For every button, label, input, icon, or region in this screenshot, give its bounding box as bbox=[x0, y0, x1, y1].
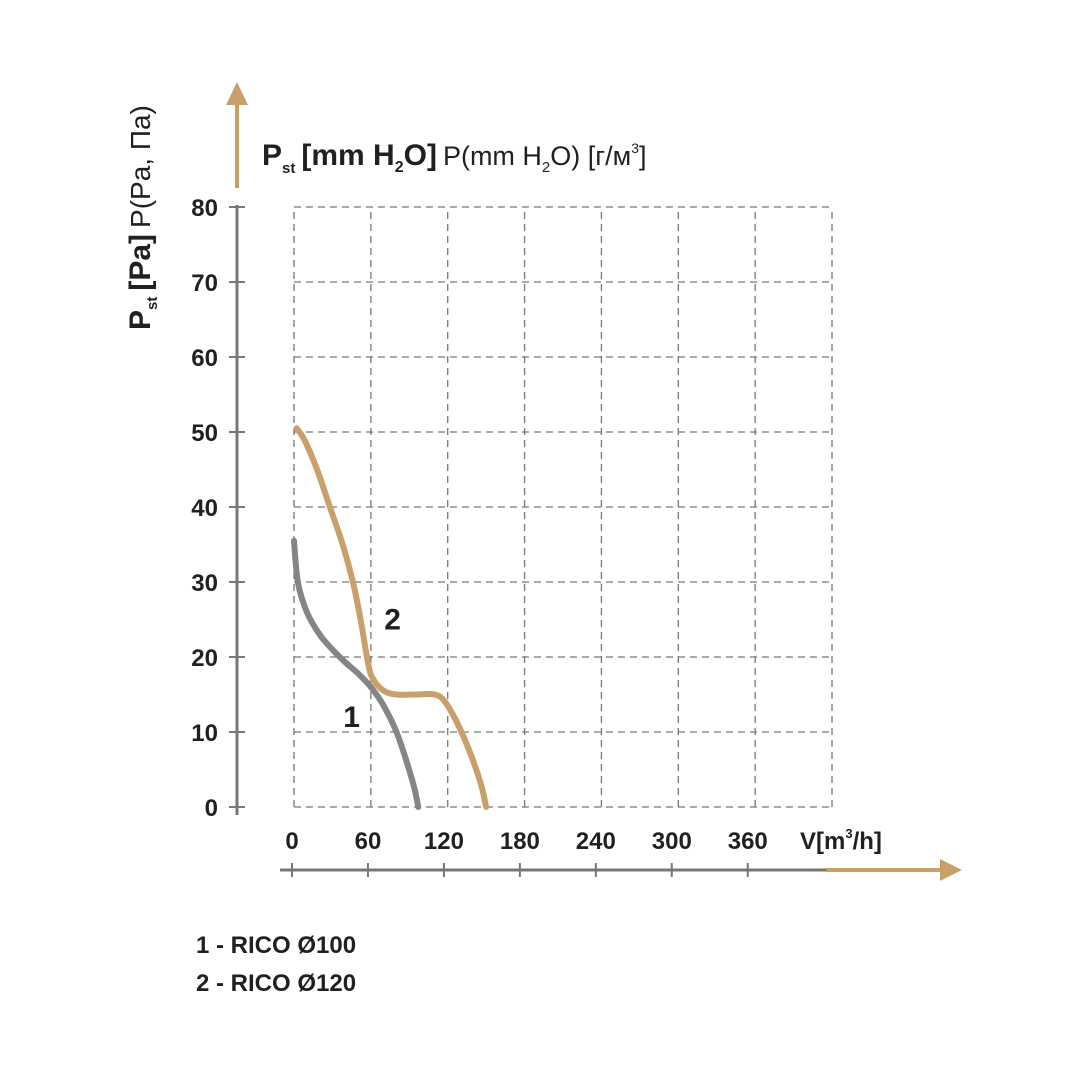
grid bbox=[293, 206, 833, 808]
y-tick-label: 80 bbox=[191, 195, 218, 222]
sec-label-extra-mid: O) [г/м bbox=[550, 141, 631, 171]
series-label-2: 2 bbox=[384, 604, 401, 637]
y-label-extra: P(Pa, Па) bbox=[125, 105, 156, 228]
y-tick-label: 70 bbox=[191, 270, 218, 297]
x-tick-label: 120 bbox=[424, 828, 464, 855]
x-label-sup: 3 bbox=[845, 826, 852, 841]
sec-label-extra-sub: 2 bbox=[542, 159, 550, 176]
y-tick-label: 50 bbox=[191, 420, 218, 447]
y-label-main: P bbox=[124, 310, 157, 330]
series-label-1: 1 bbox=[343, 701, 360, 734]
y-axis-arrowhead bbox=[226, 82, 248, 105]
y-tick-label: 30 bbox=[191, 570, 218, 597]
secondary-axis-label: Pst [mm H2O] P(mm H2O) [г/м3] bbox=[262, 139, 647, 177]
sec-label-extra-post: ] bbox=[639, 141, 647, 171]
series bbox=[291, 425, 490, 810]
series-1-line bbox=[291, 537, 422, 810]
y-axis-label: Pst [Pa] P(Pa, Па) bbox=[124, 105, 161, 330]
x-tick-label: 0 bbox=[285, 828, 298, 855]
axes bbox=[226, 82, 962, 881]
sec-label-main: P bbox=[262, 139, 282, 172]
y-tick-label: 10 bbox=[191, 720, 218, 747]
x-tick-label: 60 bbox=[355, 828, 382, 855]
sec-label-sub: st bbox=[282, 160, 295, 177]
x-label-post: /h] bbox=[853, 828, 882, 855]
y-label-sub: st bbox=[144, 297, 161, 310]
sec-label-unit-sub: 2 bbox=[395, 159, 404, 176]
y-tick-label: 60 bbox=[191, 345, 218, 372]
sec-label-unit-post: O] bbox=[404, 139, 437, 172]
x-tick-label: 180 bbox=[500, 828, 540, 855]
sec-label-extra-sup: 3 bbox=[631, 140, 639, 156]
y-label-unit: [Pa] bbox=[124, 234, 157, 291]
legend-item-2: 2 - RICO Ø120 bbox=[196, 970, 357, 997]
x-tick-label: 300 bbox=[652, 828, 692, 855]
series-labels: 12 bbox=[343, 604, 401, 735]
sec-label-unit-pre: [mm H bbox=[301, 139, 394, 172]
x-axis-label: V[m3/h] bbox=[800, 826, 882, 855]
y-tick-label: 0 bbox=[205, 795, 218, 822]
x-tick-label: 240 bbox=[576, 828, 616, 855]
x-axis-arrowhead bbox=[940, 859, 962, 881]
y-tick-label: 40 bbox=[191, 495, 218, 522]
x-tick-label: 360 bbox=[728, 828, 768, 855]
sec-label-extra-pre: P(mm H bbox=[443, 141, 542, 171]
series-2-line bbox=[293, 425, 490, 810]
x-ticks: 0 60 120 180 240 300 360 bbox=[285, 828, 768, 877]
y-tick-label: 20 bbox=[191, 645, 218, 672]
x-label-pre: V[m bbox=[800, 828, 845, 855]
y-ticks: 0 10 20 30 40 50 60 70 80 bbox=[191, 195, 245, 822]
legend-item-1: 1 - RICO Ø100 bbox=[196, 932, 357, 959]
